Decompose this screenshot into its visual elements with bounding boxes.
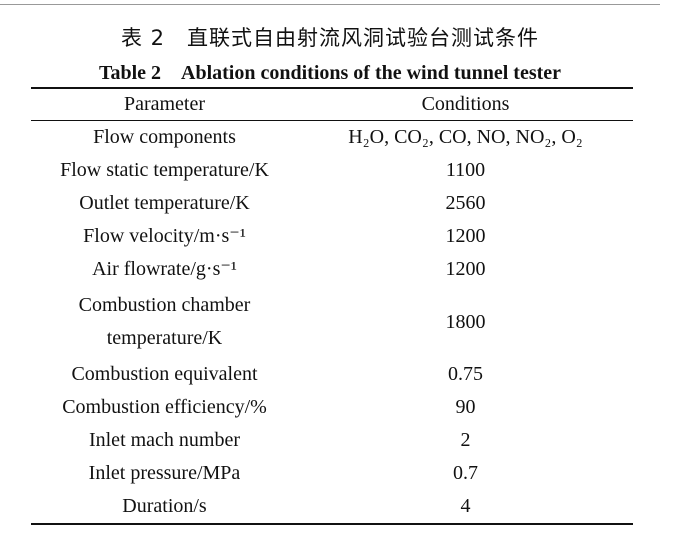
caption-en: Table 2 Ablation conditions of the wind … xyxy=(98,62,562,84)
condition-cell: 4 xyxy=(460,495,471,517)
condition-cell: 1200 xyxy=(445,258,486,280)
parameter-cell: Duration/s xyxy=(122,495,207,517)
parameter-cell: Outlet temperature/K xyxy=(79,192,250,214)
header-cell: Parameter xyxy=(123,93,206,115)
condition-cell: H₂O, CO₂, CO, NO, NO₂, O₂ xyxy=(348,126,583,148)
table-row: Flow static temperature/K 1100 xyxy=(31,154,633,187)
table-body: Flow components H₂O, CO₂, CO, NO, NO₂, O₂… xyxy=(31,121,633,524)
caption-cn: 表 2 直联式自由射流风洞试验台测试条件 xyxy=(120,26,540,50)
condition-cell: 0.7 xyxy=(453,462,478,484)
parameter-cell: Combustion efficiency/% xyxy=(62,396,267,418)
table-row: Outlet temperature/K 2560 xyxy=(31,187,633,220)
table-head: Parameter Conditions xyxy=(31,88,633,121)
parameter-cell: Air flowrate/g·s⁻¹ xyxy=(92,258,237,280)
condition-cell: 0.75 xyxy=(448,363,483,385)
table-row: Flow components H₂O, CO₂, CO, NO, NO₂, O₂ xyxy=(31,121,633,155)
table-row: Duration/s 4 xyxy=(31,490,633,524)
condition-cell: 2560 xyxy=(445,192,486,214)
table-row: Combustion equivalent 0.75 xyxy=(31,358,633,391)
condition-cell: 90 xyxy=(455,396,476,418)
table-row: Flow velocity/m·s⁻¹ 1200 xyxy=(31,220,633,253)
condition-cell: 1200 xyxy=(445,225,486,247)
parameter-cell: Flow static temperature/K xyxy=(60,159,269,181)
parameter-cell: Flow components xyxy=(93,126,236,148)
condition-cell: 2 xyxy=(460,429,471,451)
parameter-cell: Combustion equivalent xyxy=(71,363,258,385)
header-row: Parameter Conditions xyxy=(31,88,633,121)
table-row: Air flowrate/g·s⁻¹ 1200 xyxy=(31,253,633,286)
condition-cell: 1800 xyxy=(445,310,486,333)
table: Parameter Conditions Flow components H₂O,… xyxy=(31,87,633,525)
parameter-cell: Combustion chamber temperature/K xyxy=(78,294,251,349)
table-row: Combustion efficiency/% 90 xyxy=(31,391,633,424)
parameter-cell: Inlet mach number xyxy=(88,429,241,451)
table-row: Combustion chamber temperature/K 1800 xyxy=(31,286,633,358)
parameter-cell: Flow velocity/m·s⁻¹ xyxy=(83,225,246,247)
top-rule xyxy=(0,4,660,5)
condition-cell: 1100 xyxy=(445,159,486,181)
table-row: Inlet pressure/MPa 0.7 xyxy=(31,457,633,490)
table-row: Inlet mach number 2 xyxy=(31,424,633,457)
header-cell: Conditions xyxy=(421,93,510,115)
parameter-cell: Inlet pressure/MPa xyxy=(88,462,241,484)
